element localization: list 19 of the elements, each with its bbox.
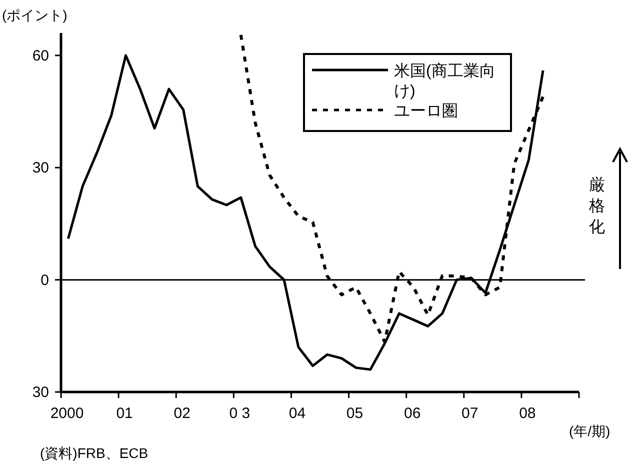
x-tick-label: 08 <box>519 405 536 422</box>
legend-label: 米国(商工業向け) <box>394 62 496 100</box>
x-tick-label: 04 <box>288 405 306 422</box>
y-tick-label: 0 <box>40 272 49 289</box>
x-tick-label: 01 <box>116 405 133 422</box>
text: 厳格化 <box>588 176 605 236</box>
x-tick-label: 0 3 <box>229 405 250 422</box>
y-axis-title: (ポイント) <box>2 7 68 23</box>
x-tick-label: 05 <box>346 405 364 422</box>
x-axis-title: (年/期) <box>569 423 610 439</box>
legend-label: ユーロ圏 <box>394 103 458 120</box>
x-tick-label: 07 <box>462 405 478 422</box>
x-tick-label: 06 <box>404 405 421 422</box>
y-tick-label: 60 <box>32 47 49 64</box>
x-tick-label: 02 <box>174 405 190 422</box>
y-tick-label: 30 <box>32 384 49 401</box>
y-tick-label: 30 <box>32 160 49 177</box>
x-tick-label: 2000 <box>50 405 84 422</box>
text: (資料)FRB、ECB <box>40 445 148 461</box>
